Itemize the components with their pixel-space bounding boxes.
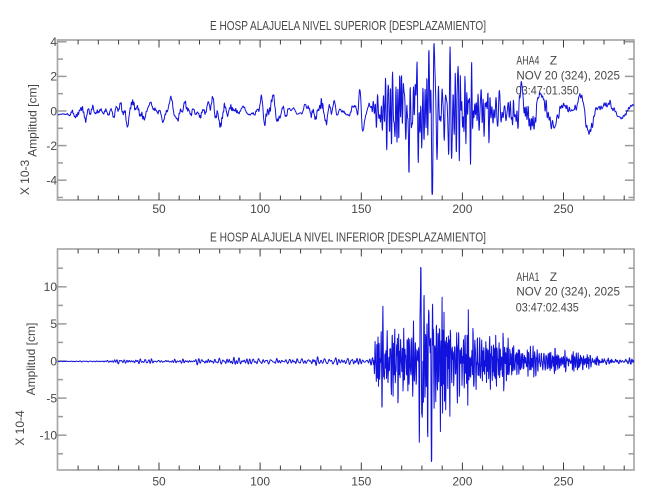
svg-text:Amplitud [cm]: Amplitud [cm] xyxy=(26,84,40,157)
svg-text:-2: -2 xyxy=(46,139,57,153)
svg-text:Z: Z xyxy=(550,270,557,284)
svg-text:AHA4: AHA4 xyxy=(516,53,539,67)
svg-text:E HOSP ALAJUELA NIVEL INFERIOR: E HOSP ALAJUELA NIVEL INFERIOR [DESPLAZA… xyxy=(210,230,486,244)
svg-text:2: 2 xyxy=(50,70,57,84)
svg-text:200: 200 xyxy=(452,202,472,216)
svg-text:250: 250 xyxy=(553,202,573,216)
svg-text:0: 0 xyxy=(50,104,57,118)
svg-text:100: 100 xyxy=(250,202,270,216)
svg-text:200: 200 xyxy=(452,475,472,489)
svg-text:4: 4 xyxy=(50,35,57,49)
svg-text:NOV 20 (324), 2025: NOV 20 (324), 2025 xyxy=(516,68,620,82)
svg-text:X 10-3: X 10-3 xyxy=(18,159,32,195)
svg-text:50: 50 xyxy=(152,202,166,216)
svg-text:0: 0 xyxy=(50,354,57,368)
svg-text:Amplitud [cm]: Amplitud [cm] xyxy=(24,323,38,396)
svg-text:150: 150 xyxy=(351,475,371,489)
svg-text:03:47:02.435: 03:47:02.435 xyxy=(516,301,579,315)
svg-text:150: 150 xyxy=(351,202,371,216)
svg-text:100: 100 xyxy=(250,475,270,489)
svg-text:5: 5 xyxy=(50,317,57,331)
svg-text:-5: -5 xyxy=(46,391,57,405)
svg-text:03:47:01.350: 03:47:01.350 xyxy=(516,84,579,98)
svg-text:X 10-4: X 10-4 xyxy=(13,410,27,446)
svg-text:-4: -4 xyxy=(46,174,57,188)
svg-text:Z: Z xyxy=(550,53,557,67)
svg-text:250: 250 xyxy=(553,475,573,489)
svg-text:10: 10 xyxy=(44,280,58,294)
svg-text:50: 50 xyxy=(152,475,166,489)
svg-text:NOV 20 (324), 2025: NOV 20 (324), 2025 xyxy=(516,285,620,299)
svg-text:E HOSP ALAJUELA NIVEL SUPERIOR: E HOSP ALAJUELA NIVEL SUPERIOR [DESPLAZA… xyxy=(210,19,486,33)
svg-text:AHA1: AHA1 xyxy=(516,270,539,284)
svg-text:-10: -10 xyxy=(40,429,58,443)
